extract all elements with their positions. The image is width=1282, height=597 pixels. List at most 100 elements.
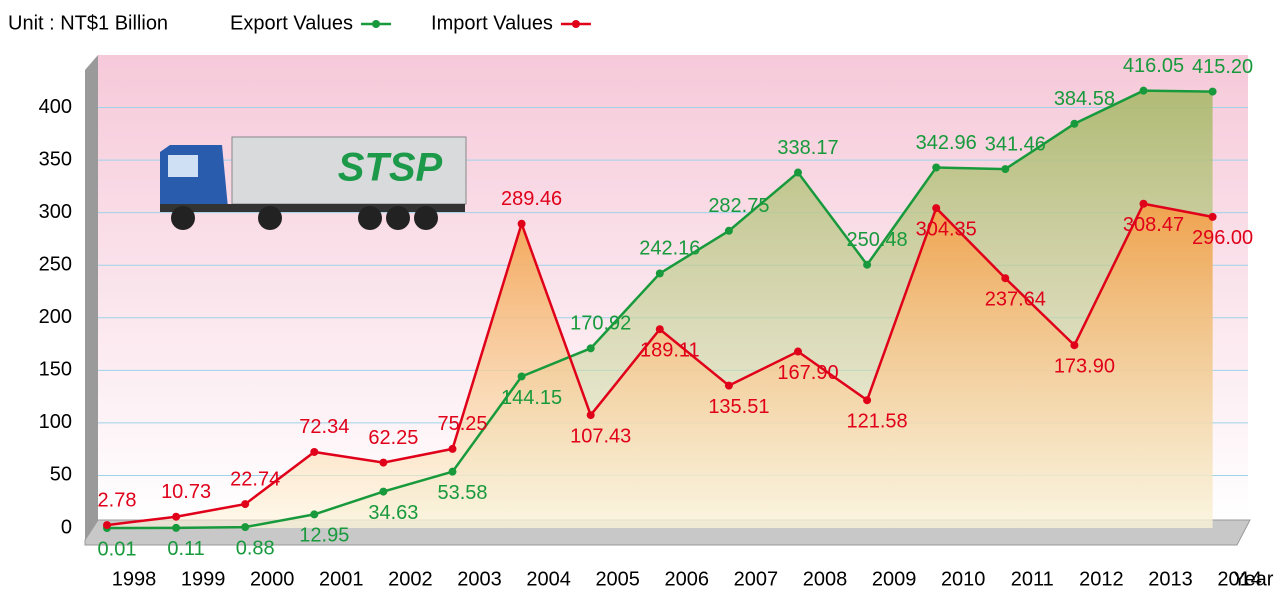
data-label: 237.64 — [985, 288, 1046, 310]
data-label: 62.25 — [368, 427, 418, 449]
data-label: 0.88 — [236, 537, 275, 559]
x-tick-label: 2000 — [250, 568, 295, 590]
x-tick-label: 2011 — [1011, 568, 1054, 590]
x-tick-label: 2006 — [665, 568, 710, 590]
data-label: 75.25 — [437, 413, 487, 435]
data-label: 72.34 — [299, 416, 349, 438]
data-point — [655, 269, 664, 278]
data-point — [586, 344, 595, 353]
data-point — [1139, 86, 1148, 95]
y-tick-label: 250 — [39, 254, 72, 276]
data-point — [1070, 341, 1079, 350]
x-tick-label: 2009 — [872, 568, 917, 590]
data-label: 416.05 — [1123, 55, 1184, 77]
data-point — [448, 467, 457, 476]
x-tick-label: 2003 — [457, 568, 502, 590]
data-point — [448, 444, 457, 453]
data-point — [655, 325, 664, 334]
data-point — [794, 347, 802, 356]
data-label: 242.16 — [639, 238, 700, 260]
data-point — [932, 204, 941, 213]
data-point — [310, 510, 319, 519]
data-point — [1139, 199, 1148, 208]
series-area — [107, 203, 1213, 529]
legend-marker — [571, 20, 580, 28]
data-point — [517, 372, 526, 381]
data-point — [379, 487, 388, 496]
data-label: 121.58 — [847, 410, 908, 432]
x-tick-label: 2004 — [526, 568, 571, 590]
data-label: 289.46 — [501, 188, 562, 210]
data-point — [1070, 119, 1079, 128]
x-tick-label: 1998 — [112, 568, 157, 590]
data-label: 282.75 — [708, 195, 769, 217]
legend-label: Export Values — [230, 12, 353, 34]
data-point — [932, 163, 941, 172]
data-point — [310, 447, 319, 456]
data-point — [724, 381, 733, 390]
data-label: 10.73 — [161, 481, 211, 503]
data-label: 53.58 — [437, 482, 487, 504]
y-tick-label: 150 — [39, 359, 72, 381]
data-point — [241, 523, 250, 532]
data-label: 173.90 — [1054, 355, 1115, 377]
data-point — [586, 411, 595, 420]
data-label: 167.90 — [777, 362, 838, 384]
data-label: 34.63 — [368, 502, 418, 524]
data-label: 107.43 — [570, 425, 631, 447]
data-label: 384.58 — [1054, 88, 1115, 110]
data-point — [241, 500, 250, 509]
y-tick-label: 0 — [61, 516, 72, 538]
data-label: 170.92 — [570, 313, 631, 335]
x-tick-label: 2010 — [941, 568, 986, 590]
x-tick-label: 2001 — [319, 568, 364, 590]
data-label: 144.15 — [501, 387, 562, 409]
left-wall — [85, 55, 98, 540]
data-label: 135.51 — [708, 396, 769, 418]
data-point — [379, 458, 388, 467]
x-tick-label: 2013 — [1148, 568, 1193, 590]
y-tick-label: 350 — [39, 148, 72, 170]
x-axis-label: Year — [1233, 568, 1274, 590]
data-point — [863, 396, 872, 405]
data-point — [1001, 165, 1010, 174]
y-tick-label: 200 — [39, 306, 72, 328]
x-tick-label: 2007 — [734, 568, 779, 590]
data-label: 308.47 — [1123, 214, 1184, 236]
data-label: 22.74 — [230, 468, 280, 490]
data-point — [1001, 274, 1010, 283]
legend-label: Import Values — [431, 12, 553, 34]
truck-illustration: STSP — [160, 136, 467, 230]
data-point — [1208, 212, 1217, 221]
data-point — [517, 219, 526, 228]
data-label: 2.78 — [98, 489, 137, 511]
y-tick-label: 400 — [39, 96, 72, 118]
y-tick-label: 50 — [50, 464, 72, 486]
data-point — [863, 260, 872, 269]
data-point — [1208, 87, 1217, 96]
data-point — [103, 521, 111, 530]
data-point — [172, 512, 181, 521]
data-label: 250.48 — [847, 229, 908, 251]
data-point — [172, 523, 181, 532]
data-label: 296.00 — [1192, 227, 1253, 249]
data-label: 189.11 — [640, 340, 700, 362]
x-tick-label: 2014 — [1217, 568, 1262, 590]
x-tick-label: 2012 — [1079, 568, 1124, 590]
data-label: 0.11 — [167, 538, 204, 560]
data-label: 0.01 — [98, 538, 137, 560]
data-label: 341.46 — [985, 133, 1046, 155]
data-point — [794, 168, 802, 177]
data-point — [724, 226, 733, 235]
data-label: 304.35 — [916, 218, 977, 240]
data-label: 338.17 — [777, 137, 838, 159]
data-label: 415.20 — [1192, 56, 1253, 78]
y-tick-label: 100 — [39, 411, 72, 433]
x-tick-label: 2008 — [803, 568, 848, 590]
legend-marker — [372, 20, 381, 28]
truck-text: STSP — [338, 146, 443, 190]
x-tick-label: 2002 — [388, 568, 433, 590]
unit-label: Unit : NT$1 Billion — [8, 12, 168, 34]
data-label: 12.95 — [299, 525, 349, 547]
